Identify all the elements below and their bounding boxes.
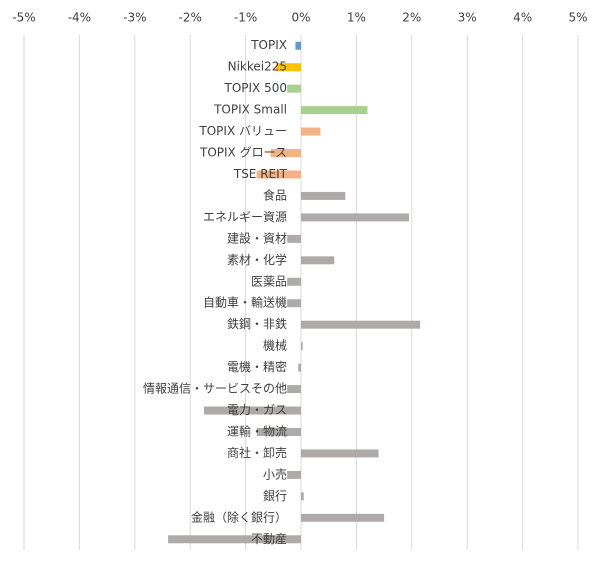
bar — [287, 277, 301, 286]
y-tick-label: 機械 — [263, 338, 287, 353]
x-tick-label: 4% — [513, 11, 532, 25]
y-tick-label: 金融（除く銀行） — [191, 509, 287, 524]
bar — [276, 63, 301, 72]
y-tick-label: TOPIX バリュー — [198, 124, 287, 138]
y-tick-label: TOPIX グロース — [199, 146, 287, 160]
y-tick-label: 電機・精密 — [227, 359, 287, 374]
bar — [204, 406, 301, 415]
bar — [287, 299, 301, 308]
bar — [295, 41, 301, 50]
bar — [301, 213, 410, 222]
x-tick-label: 2% — [402, 11, 421, 25]
bar — [270, 149, 301, 158]
x-tick-label: 3% — [458, 11, 477, 25]
y-tick-label: 小売 — [263, 466, 287, 481]
bar — [301, 449, 379, 458]
y-tick-label: TOPIX — [250, 38, 287, 52]
y-tick-label: 電力・ガス — [227, 403, 287, 417]
y-tick-label: 不動産 — [251, 531, 287, 546]
bar — [168, 535, 301, 544]
y-tick-label: 鉄鋼・非鉄 — [227, 316, 287, 331]
x-tick-label: -1% — [234, 11, 257, 25]
y-tick-label: Nikkei225 — [228, 60, 287, 74]
y-tick-label: 情報通信・サービスその他 — [143, 382, 287, 396]
y-tick-label: TOPIX Small — [213, 103, 287, 117]
y-tick-label: 医薬品 — [251, 274, 287, 288]
bar — [298, 363, 301, 372]
x-tick-label: -2% — [179, 11, 202, 25]
y-tick-label: 商社・卸売 — [227, 445, 287, 460]
bar — [301, 191, 346, 200]
y-tick-label: 運輸・物流 — [227, 423, 287, 438]
x-tick-label: -3% — [123, 11, 146, 25]
x-tick-label: 1% — [347, 11, 366, 25]
y-tick-label: 自動車・輸送機 — [203, 295, 287, 310]
y-tick-label: 素材・化学 — [227, 252, 287, 267]
bar — [301, 342, 303, 351]
x-tick-label: 5% — [568, 11, 587, 25]
x-tick-label: -5% — [12, 11, 35, 25]
bar — [287, 385, 301, 394]
bar — [256, 170, 301, 179]
y-tick-label: TOPIX 500 — [224, 81, 288, 95]
bar — [301, 106, 368, 115]
bar — [256, 427, 301, 436]
y-tick-label: TSE REIT — [233, 167, 288, 181]
bar — [287, 234, 301, 243]
y-tick-label: エネルギー資源 — [203, 210, 287, 224]
x-tick-label: -4% — [68, 11, 91, 25]
bar — [287, 84, 301, 93]
y-tick-label: 食品 — [263, 187, 287, 202]
bar — [301, 513, 385, 522]
x-tick-label: 0% — [291, 11, 310, 25]
bar — [301, 320, 421, 329]
bar — [301, 256, 335, 265]
y-tick-label: 銀行 — [263, 489, 287, 503]
y-tick-label: 建設・資材 — [227, 230, 287, 245]
bar — [301, 492, 304, 501]
bar — [301, 127, 321, 136]
bar — [287, 470, 301, 479]
